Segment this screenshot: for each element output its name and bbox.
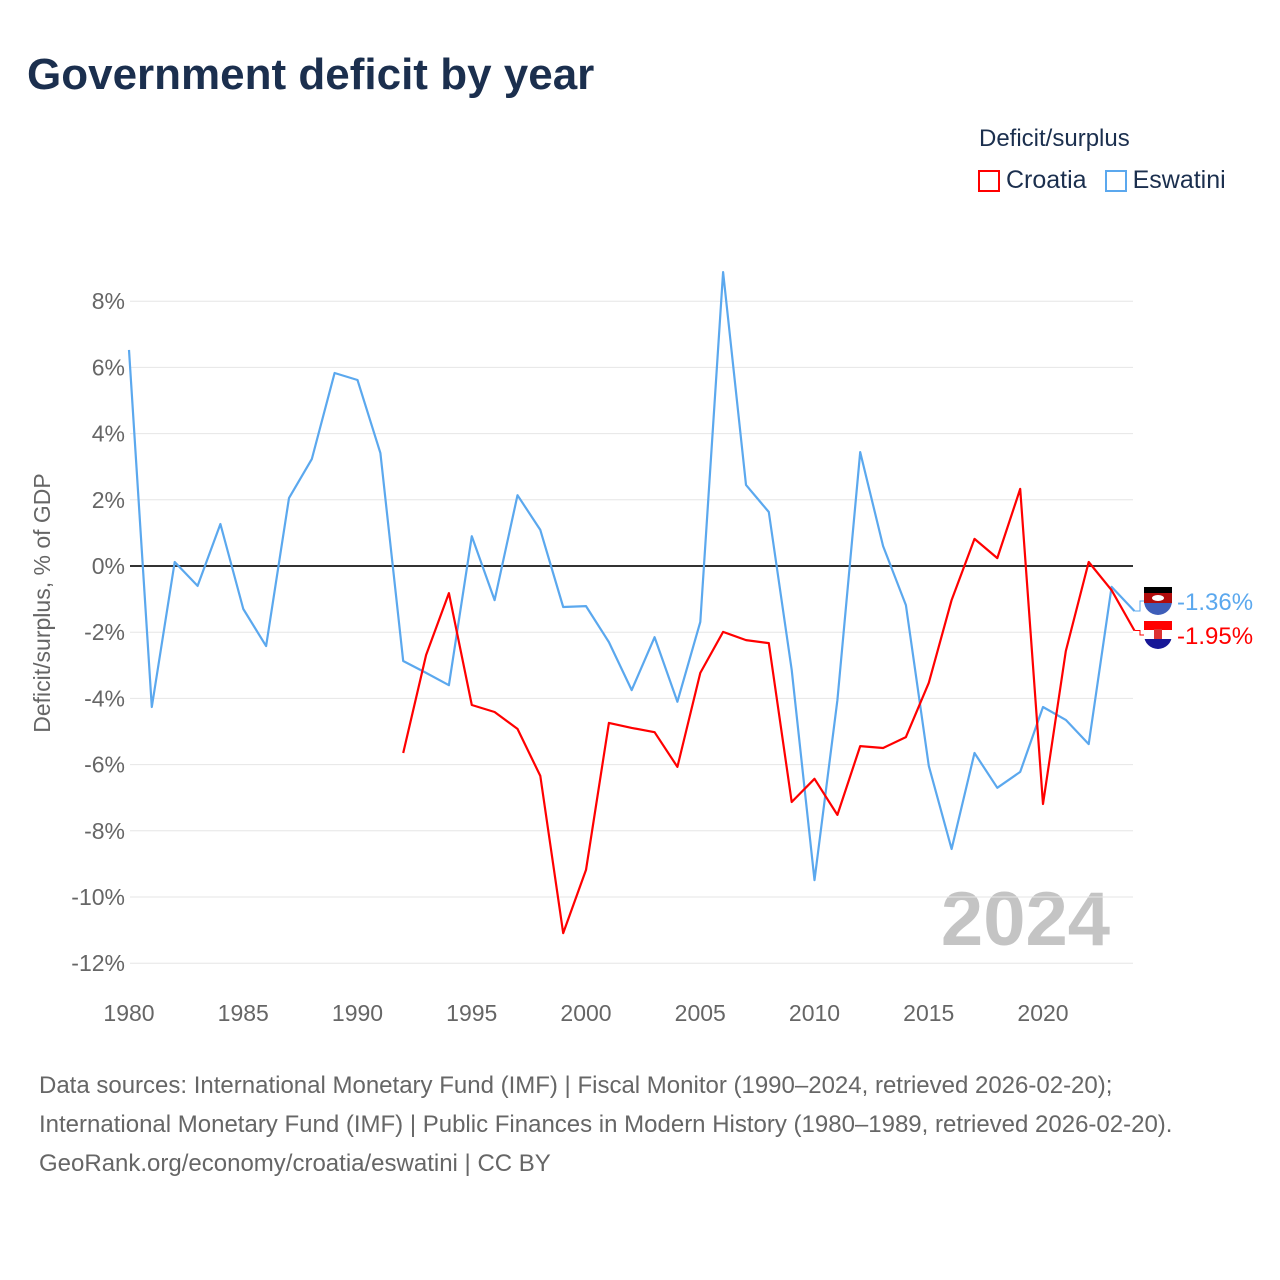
- y-tick-label: 2%: [92, 487, 125, 513]
- y-tick-label: 6%: [92, 354, 125, 380]
- series-line-eswatini: [127, 271, 1136, 882]
- legend: Croatia Eswatini: [978, 166, 1226, 195]
- x-tick-label: 2010: [789, 1000, 840, 1026]
- x-tick-label: 2000: [560, 1000, 611, 1026]
- x-tick-label: 1985: [218, 1000, 269, 1026]
- y-tick-label: 0%: [92, 553, 125, 579]
- chart-title: Government deficit by year: [27, 50, 595, 99]
- y-tick-label: 8%: [92, 288, 125, 314]
- y-tick-label: -4%: [84, 685, 125, 711]
- legend-label: Eswatini: [1132, 166, 1226, 194]
- x-tick-label: 1995: [446, 1000, 497, 1026]
- y-tick-label: -10%: [71, 884, 125, 910]
- end-value-label: -1.95%: [1177, 623, 1253, 650]
- label-connector: [1134, 630, 1145, 636]
- y-tick-label: -8%: [84, 818, 125, 844]
- legend-label: Croatia: [1006, 166, 1087, 194]
- flag-croatia-icon: [1154, 629, 1162, 639]
- legend-item-eswatini[interactable]: Eswatini: [1104, 166, 1226, 195]
- year-watermark: 2024: [941, 877, 1110, 962]
- y-tick-label: -12%: [71, 950, 125, 976]
- flag-croatia-icon: [1144, 621, 1172, 630]
- legend-swatch-eswatini: [1104, 169, 1127, 192]
- flag-eswatini-icon: [1152, 595, 1164, 601]
- legend-title: Deficit/surplus: [979, 125, 1130, 152]
- legend-swatch-croatia: [978, 169, 1000, 192]
- series-line-croatia: [402, 487, 1136, 935]
- label-connector: [1134, 600, 1145, 612]
- y-tick-label: -6%: [84, 752, 125, 778]
- x-tick-label: 2005: [675, 1000, 726, 1026]
- y-tick-label: -2%: [84, 619, 125, 645]
- end-value-label: -1.36%: [1177, 589, 1253, 616]
- x-tick-label: 2015: [903, 1000, 954, 1026]
- attribution: GeoRank.org/economy/croatia/eswatini | C…: [39, 1150, 551, 1177]
- x-tick-label: 2020: [1017, 1000, 1068, 1026]
- data-sources: Data sources: International Monetary Fun…: [39, 1072, 1173, 1138]
- x-tick-label: 1990: [332, 1000, 383, 1026]
- flag-eswatini-icon: [1144, 587, 1172, 593]
- y-axis-label: Deficit/surplus, % of GDP: [29, 473, 55, 732]
- y-tick-label: 4%: [92, 421, 125, 447]
- footer: Data sources: International Monetary Fun…: [39, 1066, 1239, 1183]
- x-tick-label: 1980: [103, 1000, 154, 1026]
- legend-item-croatia[interactable]: Croatia: [978, 166, 1087, 195]
